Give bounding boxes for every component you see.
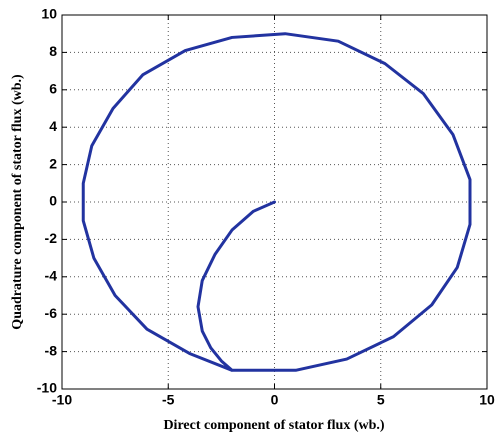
y-tick-label: -6 (45, 305, 58, 321)
plot-frame (61, 14, 488, 390)
x-tick-label: 10 (479, 392, 495, 408)
y-tick-label: 4 (49, 118, 57, 134)
x-axis-title: Direct component of stator flux (wb.) (163, 418, 384, 433)
y-tick-label: 6 (49, 81, 57, 97)
y-tick-label: -8 (45, 342, 58, 358)
y-tick-label: -4 (45, 268, 58, 284)
y-tick-label: -2 (45, 230, 58, 246)
x-tick-label: 5 (377, 392, 385, 408)
y-axis-title: Quadrature component of stator flux (wb.… (10, 74, 25, 330)
y-tick-label: -10 (37, 380, 57, 396)
y-tick-label: 0 (49, 193, 57, 209)
x-tick-label: 0 (271, 392, 279, 408)
y-tick-label: 10 (41, 6, 57, 22)
flux-trajectory (81, 32, 472, 372)
x-tick-label: -5 (162, 392, 175, 408)
x-tick-label: -10 (52, 392, 72, 408)
y-tick-label: 8 (49, 43, 57, 59)
y-tick-label: 2 (49, 155, 57, 171)
